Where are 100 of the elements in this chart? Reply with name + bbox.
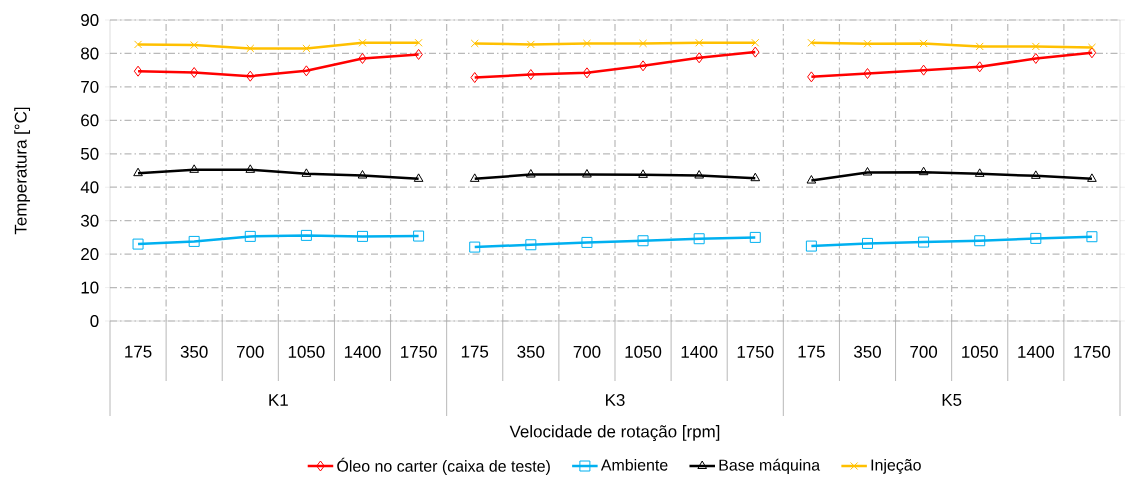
- point: [919, 64, 928, 76]
- point: [1030, 232, 1042, 244]
- point: [470, 72, 479, 84]
- y-tick-label: 10: [81, 281, 99, 294]
- x-axis-title: Velocidade de rotação [rpm]: [509, 425, 720, 441]
- text: K1: [269, 394, 288, 406]
- point: [244, 230, 256, 242]
- point: [469, 241, 481, 253]
- point: [918, 166, 929, 176]
- x-tick-label: 1050: [288, 345, 325, 358]
- point: [301, 168, 312, 177]
- point: [695, 38, 704, 47]
- point: [582, 39, 591, 48]
- point: [357, 170, 368, 179]
- point: [638, 60, 648, 72]
- point: [582, 67, 592, 79]
- text: K5: [942, 394, 962, 406]
- y-tick-label: 20: [81, 248, 99, 261]
- point: [246, 70, 255, 82]
- text: K3: [606, 394, 625, 406]
- point: [863, 68, 872, 80]
- point: [862, 167, 873, 176]
- point: [1087, 43, 1096, 52]
- point: [694, 52, 704, 64]
- point: [190, 41, 199, 50]
- x-tick-label: 1050: [625, 345, 662, 358]
- point: [638, 169, 648, 178]
- x-tick-label: 175: [125, 345, 152, 358]
- x-tick-label: 350: [854, 345, 881, 358]
- x-tick-label: 1750: [1074, 345, 1111, 358]
- y-tick-label: 60: [81, 114, 99, 127]
- point: [807, 38, 816, 47]
- point: [413, 230, 425, 242]
- legend-label: Ambiente: [600, 458, 668, 471]
- point: [1086, 231, 1098, 243]
- point: [413, 173, 424, 182]
- x-tick-label: 1400: [681, 345, 718, 358]
- point: [693, 233, 705, 245]
- point: [414, 48, 423, 60]
- point: [975, 42, 984, 51]
- point: [302, 44, 311, 53]
- point: [189, 67, 199, 79]
- legend-label: Óleo no carter (caixa de teste): [337, 457, 550, 475]
- point: [414, 38, 423, 47]
- point: [805, 240, 817, 252]
- y-tick-label: 90: [81, 14, 99, 26]
- point: [133, 65, 143, 77]
- point: [300, 229, 312, 241]
- point: [133, 167, 143, 177]
- point: [188, 235, 200, 247]
- point: [245, 164, 256, 173]
- x-tick-label: 175: [461, 345, 489, 358]
- x-tick-label: 700: [237, 345, 264, 358]
- point: [975, 61, 984, 73]
- y-tick-label: 80: [81, 47, 99, 60]
- y-tick-label: 50: [80, 147, 99, 160]
- point: [470, 39, 479, 48]
- point: [246, 44, 255, 53]
- point: [919, 39, 928, 48]
- point: [302, 65, 311, 77]
- x-tick-label: 350: [180, 345, 208, 358]
- point: [582, 169, 592, 178]
- point: [637, 235, 649, 247]
- point: [525, 239, 537, 251]
- point: [918, 236, 930, 248]
- x-tick-label: 175: [798, 345, 825, 358]
- point: [189, 164, 199, 173]
- x-tick-label: 1400: [1018, 345, 1054, 358]
- point: [974, 235, 986, 247]
- y-tick-label: 70: [81, 80, 99, 93]
- point: [751, 46, 760, 58]
- x-tick-label: 1400: [344, 345, 381, 358]
- legend-label: Base máquina: [719, 458, 821, 474]
- point: [1087, 173, 1097, 182]
- point: [694, 170, 704, 179]
- legend-label: Injeção: [871, 458, 921, 474]
- point: [358, 52, 367, 64]
- point: [132, 238, 144, 250]
- point: [358, 38, 367, 47]
- x-tick-label: 700: [573, 345, 601, 358]
- point: [749, 231, 761, 243]
- point: [806, 175, 817, 184]
- point: [469, 173, 480, 182]
- point: [1031, 42, 1040, 51]
- x-tick-label: 350: [517, 345, 545, 358]
- x-tick-label: 1050: [962, 345, 998, 358]
- point: [581, 236, 593, 248]
- point: [1030, 170, 1041, 179]
- y-tick-label: 40: [80, 181, 99, 194]
- point: [526, 40, 535, 49]
- point: [1087, 47, 1097, 59]
- y-tick-label: 0: [90, 315, 99, 327]
- y-tick-label: 30: [80, 214, 99, 227]
- point: [526, 169, 536, 178]
- x-tick-label: 1750: [401, 345, 437, 358]
- point: [750, 172, 761, 182]
- point: [807, 71, 816, 83]
- point: [863, 39, 872, 48]
- point: [974, 168, 985, 177]
- point: [1031, 52, 1041, 64]
